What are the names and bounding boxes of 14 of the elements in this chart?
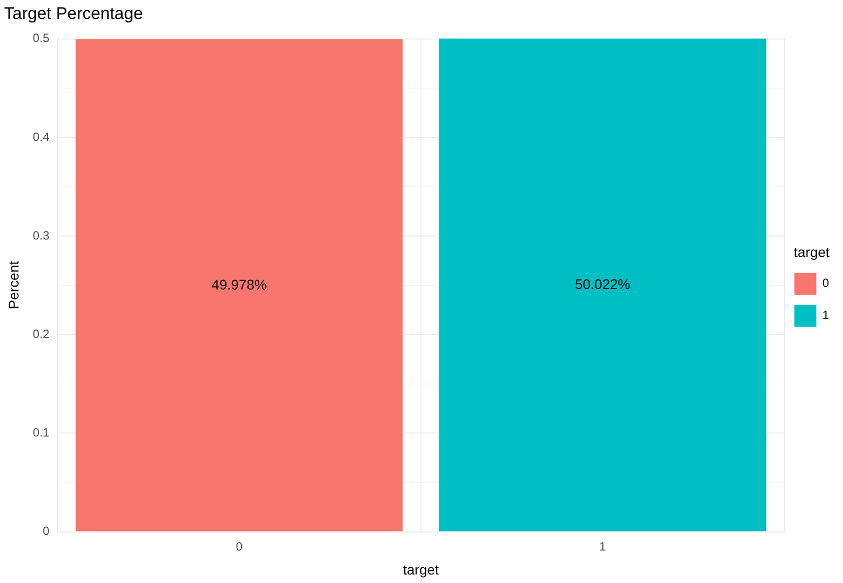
x-axis-title: target [403,561,439,578]
data-label: 50.022% [574,276,630,292]
y-tick-label: 0 [42,524,50,538]
y-axis-title: Percent [5,260,22,310]
y-tick-label: 0.4 [32,130,50,144]
data-label: 49.978% [212,276,267,292]
y-tick-label: 0.5 [32,31,50,46]
legend-label: 0 [822,276,830,290]
chart-title: Target Percentage [4,4,143,23]
legend-title: target [794,244,830,260]
y-tick-label: 0.1 [32,426,50,440]
y-tick-label: 0.3 [32,228,50,242]
legend-label: 1 [822,308,830,322]
y-tick-label: 0.2 [32,326,50,341]
